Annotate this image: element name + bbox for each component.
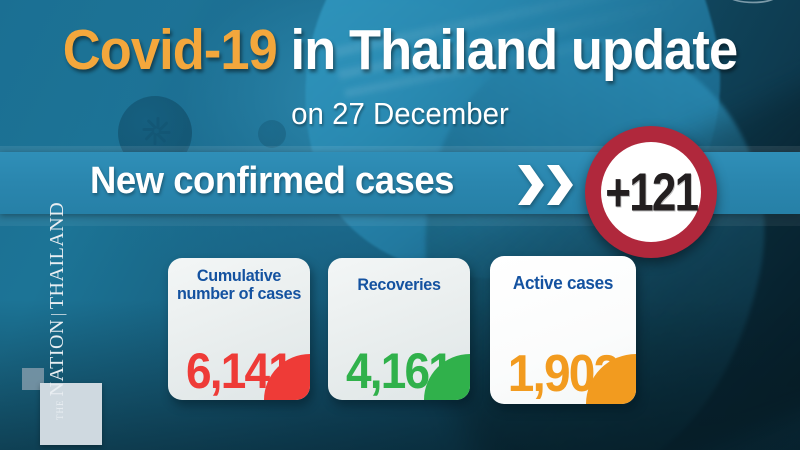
new-cases-label: New confirmed cases	[90, 160, 454, 202]
logo-plate	[40, 383, 102, 445]
stat-card-cumulative: Cumulative number of cases 6,141	[168, 258, 310, 400]
title-rest: in Thailand update	[276, 18, 739, 82]
stat-card-title-line1: Active cases	[512, 273, 614, 293]
stat-card-title-line1: Cumulative	[196, 266, 282, 285]
page-subtitle: on 27 December	[291, 96, 509, 131]
stat-card-title-line1: Recoveries	[357, 275, 441, 294]
badge-value: +121	[604, 161, 699, 223]
stat-card-title: Recoveries	[332, 276, 467, 294]
double-chevron-right-icon	[518, 165, 573, 205]
stat-card-title: Cumulative number of cases	[172, 267, 307, 302]
stat-card-title-line2: number of cases	[176, 283, 302, 303]
new-cases-badge: +121	[585, 126, 717, 258]
badge-inner-circle: +121	[601, 142, 701, 242]
logo-decoration-square	[22, 368, 44, 390]
title-highlight: Covid-19	[62, 18, 278, 82]
logo-separator: |	[48, 312, 67, 317]
brand-logo: THE NATION | THAILAND	[46, 202, 69, 420]
banner-highlight-top	[0, 146, 800, 154]
logo-nation: NATION	[46, 319, 68, 397]
page-title: Covid-19 in Thailand update	[32, 22, 768, 79]
logo-the: THE	[55, 399, 65, 421]
logo-thailand: THAILAND	[46, 201, 68, 310]
stat-card-recoveries: Recoveries 4,161	[328, 258, 470, 400]
stat-card-active: Active cases 1,902	[490, 256, 636, 404]
stat-card-title: Active cases	[494, 274, 633, 293]
